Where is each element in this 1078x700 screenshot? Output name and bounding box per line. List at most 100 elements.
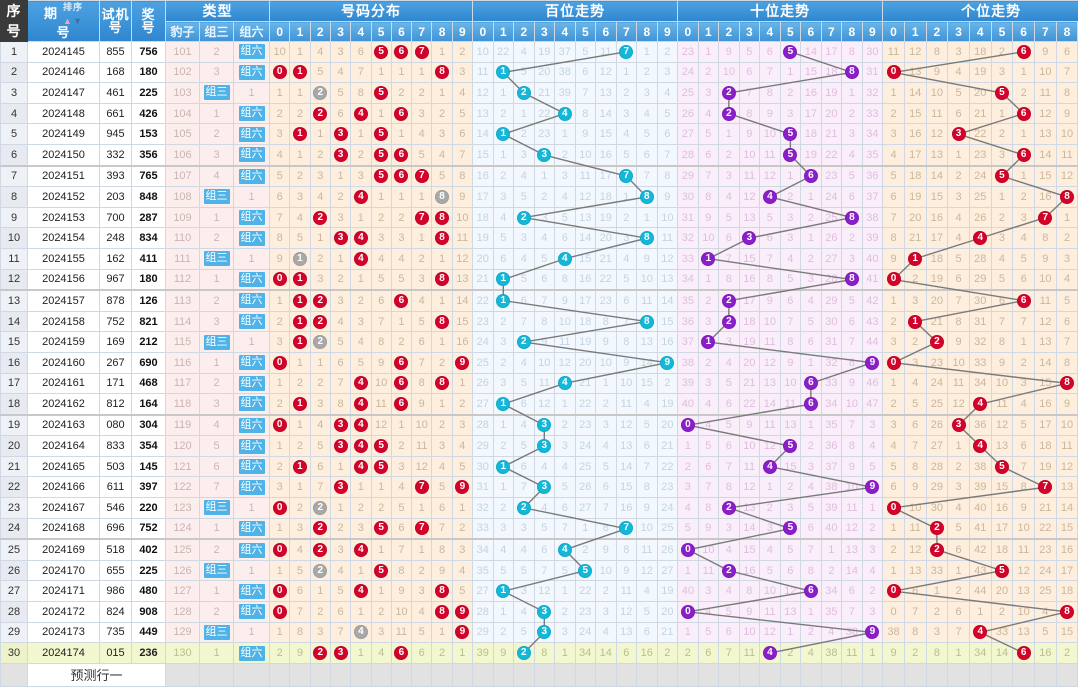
- footer-cell[interactable]: [1055, 662, 1078, 687]
- cell-issue[interactable]: 2024172: [27, 601, 100, 623]
- cell-issue[interactable]: 2024159: [27, 331, 100, 353]
- footer-cell[interactable]: [595, 662, 617, 687]
- table-row[interactable]: 8 2024152 203 848 108 组三 1 6 3 4 2 4 1 1 1 8 9 17 3 5 2 4 12 18…: [0, 186, 1078, 208]
- table-row[interactable]: 14 2024158 752 821 114 3 组六 2 1 2 4 3 7 1 5 8 15 23 2 7 8 10 1…: [0, 310, 1078, 333]
- footer-cell[interactable]: [738, 662, 761, 687]
- cell-issue[interactable]: 2024145: [27, 41, 100, 63]
- cell-issue[interactable]: 2024156: [27, 268, 100, 291]
- cell-issue[interactable]: 2024171: [27, 580, 100, 603]
- table-row[interactable]: 11 2024155 162 411 111 组三 1 9 1 2 1 4 4 4 2 1 12 20 6 4 5 4 15…: [0, 247, 1078, 270]
- table-row[interactable]: 21 2024165 503 145 121 6 组六 2 1 6 1 4 5 3 12 4 5 30 1 6 4 4 25…: [0, 455, 1078, 478]
- table-row[interactable]: 3 2024147 461 225 103 组三 1 1 1 2 5 8 5 2 2 1 4 12 1 2 21 39 7 1…: [0, 82, 1078, 104]
- footer-cell[interactable]: [289, 662, 311, 687]
- footer-cell[interactable]: [350, 662, 372, 687]
- prediction-row[interactable]: 预测行一: [0, 662, 1078, 687]
- footer-cell[interactable]: [370, 662, 392, 687]
- footer-cell[interactable]: [615, 662, 638, 687]
- cell-issue[interactable]: 2024163: [27, 413, 100, 437]
- th-prize[interactable]: 奖 号: [131, 0, 166, 42]
- table-row[interactable]: 15 2024159 169 212 115 组三 1 3 1 2 5 4 8 2 6 1 16 24 3 2 9 11 1…: [0, 331, 1078, 353]
- table-row[interactable]: 6 2024150 332 356 106 3 组六 4 1 2 3 2 5 6 5 4 7 15 1 3 3 2 10 16…: [0, 143, 1078, 167]
- footer-cell[interactable]: [533, 662, 556, 687]
- cell-issue[interactable]: 2024152: [27, 186, 100, 208]
- footer-cell[interactable]: [718, 662, 740, 687]
- table-row[interactable]: 7 2024151 393 765 107 4 组六 5 2 3 1 3 5 6 7 5 8 16 2 4 1 3 11 17…: [0, 164, 1078, 188]
- cell-issue[interactable]: 2024150: [27, 143, 100, 167]
- footer-cell[interactable]: [677, 662, 699, 687]
- footer-cell[interactable]: [636, 662, 658, 687]
- cell-issue[interactable]: 2024169: [27, 538, 100, 561]
- cell-issue[interactable]: 2024147: [27, 82, 100, 104]
- footer-cell[interactable]: [329, 662, 352, 687]
- footer-cell[interactable]: [411, 662, 433, 687]
- footer-cell[interactable]: [800, 662, 822, 687]
- cell-issue[interactable]: 2024166: [27, 476, 100, 499]
- cell-issue[interactable]: 2024162: [27, 393, 100, 416]
- table-row[interactable]: 30 2024174 015 236 130 1 组六 2 9 2 3 1 4 6 6 2 1 39 9 2 8 1 34 1…: [0, 642, 1078, 664]
- table-row[interactable]: 24 2024168 696 752 124 1 组六 1 3 2 2 3 5 6 7 7 2 33 3 3 5 7 1 8 7…: [0, 517, 1078, 540]
- cell-issue[interactable]: 2024148: [27, 102, 100, 125]
- table-row[interactable]: 2 2024146 168 180 102 3 组六 0 1 5 4 7 1 1 1 8 3 11 1 5 20 38 6 1…: [0, 61, 1078, 84]
- sort-asc-icon[interactable]: ▲: [63, 16, 73, 26]
- footer-cell[interactable]: [968, 662, 992, 687]
- table-row[interactable]: 20 2024164 833 354 120 5 组六 1 2 5 3 4 5 2 11 3 4 29 2 5 3 3 24…: [0, 435, 1078, 457]
- sort-arrows[interactable]: ▲▼: [63, 16, 83, 26]
- table-row[interactable]: 9 2024153 700 287 109 1 组六 7 4 2 3 1 2 2 7 8 10 18 4 2 3 5 13 1…: [0, 206, 1078, 229]
- footer-cell[interactable]: [656, 662, 679, 687]
- footer-cell[interactable]: [472, 662, 494, 687]
- footer-cell[interactable]: [554, 662, 576, 687]
- footer-cell[interactable]: [759, 662, 781, 687]
- cell-issue[interactable]: 2024153: [27, 206, 100, 229]
- th-issue[interactable]: 期 排序 ▲▼ 号: [27, 0, 100, 42]
- sort-control[interactable]: 排序 ▲▼: [63, 3, 83, 26]
- table-row[interactable]: 4 2024148 661 426 104 1 组六 2 2 2 6 4 1 6 3 2 5 13 2 1 22 4 8 14…: [0, 102, 1078, 125]
- footer-cell[interactable]: [390, 662, 413, 687]
- table-row[interactable]: 5 2024149 945 153 105 2 组六 3 1 1 3 1 5 1 4 3 6 14 1 2 23 1 9 15…: [0, 123, 1078, 145]
- table-row[interactable]: 25 2024169 518 402 125 2 组六 0 4 2 3 4 1 7 1 8 3 34 4 4 6 4 2 9 8…: [0, 538, 1078, 561]
- footer-cell[interactable]: [431, 662, 453, 687]
- cell-issue[interactable]: 2024149: [27, 123, 100, 145]
- table-row[interactable]: 28 2024172 824 908 128 2 组六 0 7 2 6 1 2 10 4 8 9 28 1 4 3 2 23…: [0, 601, 1078, 623]
- footer-cell[interactable]: [990, 662, 1014, 687]
- footer-cell[interactable]: [269, 662, 291, 687]
- cell-issue[interactable]: 2024173: [27, 621, 100, 644]
- cell-issue[interactable]: 2024161: [27, 372, 100, 395]
- th-index[interactable]: 序号: [0, 0, 28, 42]
- footer-cell[interactable]: [232, 662, 271, 687]
- table-row[interactable]: 12 2024156 967 180 112 1 组六 0 1 3 2 1 5 5 3 8 13 21 1 5 6 8 16…: [0, 268, 1078, 291]
- th-testnumber[interactable]: 试机 号: [99, 0, 132, 42]
- footer-cell[interactable]: [513, 662, 535, 687]
- table-row[interactable]: 10 2024154 248 834 110 2 组六 8 5 1 3 4 3 3 1 8 11 19 5 3 4 6 14…: [0, 227, 1078, 249]
- cell-issue[interactable]: 2024157: [27, 289, 100, 312]
- table-row[interactable]: 17 2024161 171 468 117 2 组六 1 2 2 7 4 10 6 8 8 1 26 3 5 11 4 2…: [0, 372, 1078, 395]
- footer-cell[interactable]: [165, 662, 200, 687]
- cell-issue[interactable]: 2024165: [27, 455, 100, 478]
- cell-issue[interactable]: 2024164: [27, 435, 100, 457]
- table-row[interactable]: 1 2024145 855 756 101 2 组六 10 1 4 3 6 5 6 7 1 2 10 22 4 19 37…: [0, 41, 1078, 63]
- footer-cell[interactable]: [1033, 662, 1057, 687]
- cell-issue[interactable]: 2024170: [27, 559, 100, 582]
- footer-cell[interactable]: [925, 662, 949, 687]
- footer-cell[interactable]: [697, 662, 720, 687]
- table-row[interactable]: 16 2024160 267 690 116 1 组六 0 1 1 6 5 9 6 7 2 9 25 2 4 10 12 2…: [0, 351, 1078, 374]
- cell-issue[interactable]: 2024168: [27, 517, 100, 540]
- footer-cell[interactable]: [451, 662, 474, 687]
- footer-cell[interactable]: [947, 662, 970, 687]
- cell-issue[interactable]: 2024174: [27, 642, 100, 664]
- footer-cell[interactable]: [820, 662, 843, 687]
- table-row[interactable]: 13 2024157 878 126 113 2 组六 1 1 2 3 2 6 6 4 1 14 22 1 6 7 9 17…: [0, 289, 1078, 312]
- table-row[interactable]: 27 2024171 986 480 127 1 组六 0 6 1 5 4 1 9 3 8 5 27 1 3 12 1 22…: [0, 580, 1078, 603]
- cell-issue[interactable]: 2024154: [27, 227, 100, 249]
- table-row[interactable]: 22 2024166 611 397 122 7 组六 3 1 7 3 1 1 4 7 5 9 31 1 7 3 5 26 6…: [0, 476, 1078, 499]
- cell-issue[interactable]: 2024160: [27, 351, 100, 374]
- cell-issue[interactable]: 2024158: [27, 310, 100, 333]
- table-row[interactable]: 18 2024162 812 164 118 3 组六 2 1 3 8 4 11 6 9 1 2 27 1 6 12 1 2…: [0, 393, 1078, 416]
- footer-cell[interactable]: [841, 662, 863, 687]
- footer-cell[interactable]: [574, 662, 597, 687]
- table-row[interactable]: 23 2024167 546 220 123 组三 1 0 2 2 1 2 2 5 1 6 1 32 2 2 4 6 27 7…: [0, 497, 1078, 519]
- cell-issue[interactable]: 2024155: [27, 247, 100, 270]
- footer-cell[interactable]: [309, 662, 331, 687]
- cell-issue[interactable]: 2024146: [27, 61, 100, 84]
- table-row[interactable]: 19 2024163 080 304 119 4 组六 0 1 4 3 4 12 1 10 2 3 28 1 4 3 2 2…: [0, 413, 1078, 437]
- cell-issue[interactable]: 2024151: [27, 164, 100, 188]
